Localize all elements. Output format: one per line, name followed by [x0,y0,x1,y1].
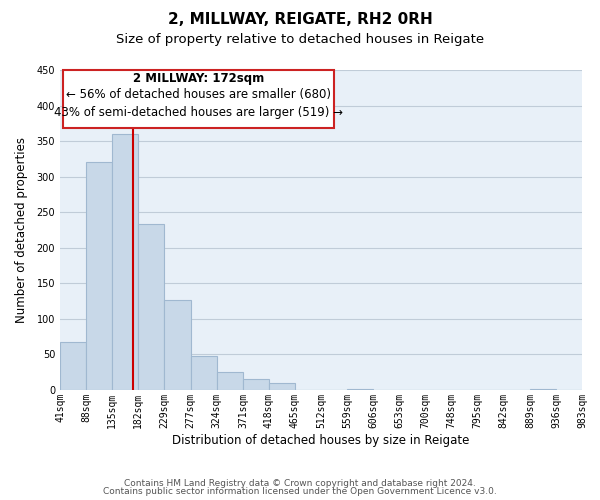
X-axis label: Distribution of detached houses by size in Reigate: Distribution of detached houses by size … [172,434,470,446]
Text: 2, MILLWAY, REIGATE, RH2 0RH: 2, MILLWAY, REIGATE, RH2 0RH [167,12,433,28]
Bar [112,134,138,390]
Bar [217,372,243,390]
Bar [60,342,86,390]
Bar [530,388,556,390]
Bar [347,388,373,390]
Y-axis label: Number of detached properties: Number of detached properties [15,137,28,323]
Text: Size of property relative to detached houses in Reigate: Size of property relative to detached ho… [116,32,484,46]
Text: Contains HM Land Registry data © Crown copyright and database right 2024.: Contains HM Land Registry data © Crown c… [124,478,476,488]
Text: ← 56% of detached houses are smaller (680): ← 56% of detached houses are smaller (68… [66,88,331,102]
Bar [191,356,217,390]
FancyBboxPatch shape [63,70,334,128]
Text: 43% of semi-detached houses are larger (519) →: 43% of semi-detached houses are larger (… [54,106,343,119]
Text: 2 MILLWAY: 172sqm: 2 MILLWAY: 172sqm [133,72,264,85]
Bar [243,380,269,390]
Bar [164,300,191,390]
Text: Contains public sector information licensed under the Open Government Licence v3: Contains public sector information licen… [103,487,497,496]
Bar [86,162,112,390]
Bar [269,383,295,390]
Bar [138,224,164,390]
